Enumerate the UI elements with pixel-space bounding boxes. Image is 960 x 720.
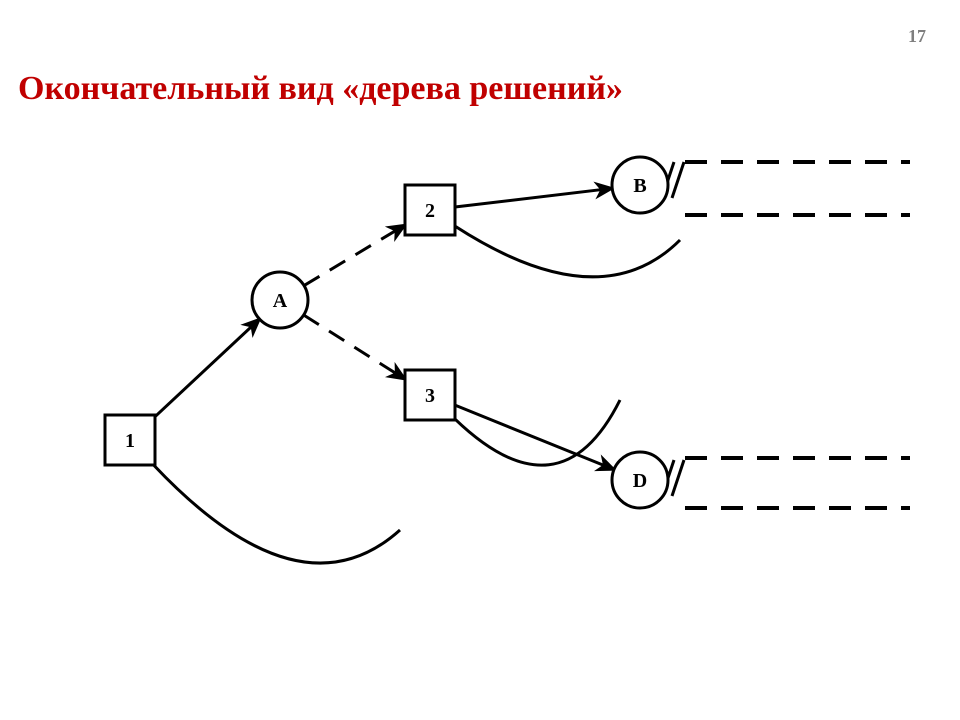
edge-1-A [155,319,260,417]
node-label-2: 2 [425,200,435,222]
pruned-branch-1 [455,226,680,277]
node-label-B: B [633,175,646,197]
node-label-D: D [633,470,647,492]
edge-A-2 [304,225,405,286]
pruned-branch-2 [455,400,620,465]
edge-A-3 [304,315,405,379]
pruned-branch-0 [154,465,400,563]
node-label-A: A [273,290,288,312]
cut-mark-0-1 [672,162,684,198]
cut-mark-1-1 [672,460,684,496]
node-label-1: 1 [125,430,135,452]
decision-tree-diagram: 1 A 2 3 B D [0,0,960,720]
node-label-3: 3 [425,385,435,407]
edge-2-B [455,188,612,207]
edge-3-D [455,405,614,469]
